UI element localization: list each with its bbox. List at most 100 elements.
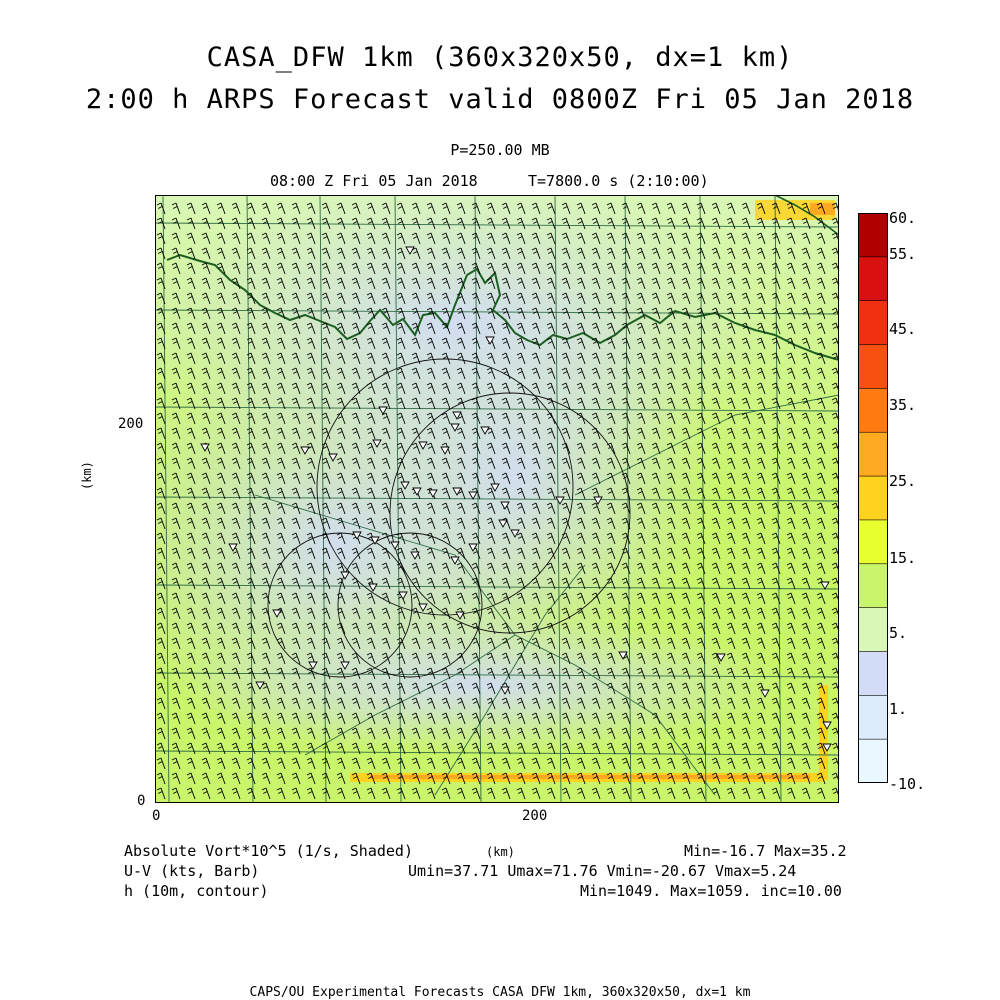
wind-barb-flag	[487, 386, 493, 389]
wind-barb-flag	[187, 236, 193, 239]
wind-barb-flag	[606, 352, 612, 356]
wind-barb-flag	[832, 371, 838, 374]
wind-barb	[340, 247, 346, 260]
wind-barb	[385, 367, 391, 380]
wind-barb	[235, 397, 241, 410]
wind-barb-flag	[651, 427, 657, 431]
wind-barb-flag	[172, 341, 178, 344]
wind-barb	[625, 202, 631, 215]
wind-barb	[730, 382, 736, 395]
wind-barb	[790, 337, 796, 350]
wind-barb-flag	[562, 431, 568, 434]
wind-barb	[370, 292, 376, 305]
wind-barb	[505, 427, 511, 440]
wind-barb	[310, 367, 316, 380]
wind-barb-flag	[441, 322, 447, 326]
wind-barb-flag	[636, 337, 642, 341]
wind-barb-flag	[171, 262, 177, 266]
wind-barb	[760, 367, 766, 380]
wind-barb-flag	[471, 307, 477, 311]
wind-barb-flag	[261, 202, 267, 206]
wind-barb-flag	[742, 386, 748, 389]
wind-barb-flag	[352, 281, 358, 284]
wind-barb-flag	[576, 322, 582, 326]
wind-barb-flag	[652, 281, 658, 284]
wind-barb-flag	[217, 461, 223, 464]
wind-barb-flag	[516, 232, 522, 236]
wind-barb	[190, 427, 196, 440]
wind-barb-flag	[486, 307, 492, 311]
wind-barb	[715, 292, 721, 305]
wind-barb	[445, 427, 451, 440]
wind-barb	[310, 232, 316, 245]
wind-barb	[370, 442, 376, 455]
wind-barb-flag	[427, 311, 433, 314]
wind-barb-flag	[801, 277, 807, 281]
wind-barb-flag	[471, 277, 477, 281]
wind-barb-flag	[307, 461, 313, 464]
wind-barb-flag	[622, 206, 628, 209]
wind-barb-flag	[741, 262, 747, 266]
wind-barb-flag	[682, 281, 688, 284]
wind-barb	[370, 262, 376, 275]
wind-barb-flag	[187, 296, 193, 299]
wind-barb	[385, 277, 391, 290]
wind-barb-flag	[442, 266, 448, 269]
wind-barb	[220, 217, 226, 230]
wind-barb-flag	[307, 266, 313, 269]
wind-barb-flag	[276, 262, 282, 266]
wind-barb-flag	[427, 326, 433, 329]
wind-barb-flag	[757, 356, 763, 359]
wind-barb-flag	[412, 461, 418, 464]
wind-barb-flag	[547, 236, 553, 239]
wind-barb	[520, 232, 526, 245]
wind-barb-flag	[292, 236, 298, 239]
wind-barb-flag	[352, 341, 358, 344]
wind-barb	[820, 292, 826, 305]
wind-barb-flag	[667, 446, 673, 449]
wind-barb-flag	[352, 206, 358, 209]
wind-barb	[535, 247, 541, 260]
wind-barb	[310, 202, 316, 215]
wind-barb-flag	[712, 236, 718, 239]
wind-barb-flag	[171, 217, 177, 221]
wind-barb	[505, 322, 511, 335]
wind-barb-flag	[306, 292, 312, 296]
wind-barb	[235, 202, 241, 215]
wind-barb-flag	[622, 326, 628, 329]
wind-barb-flag	[202, 431, 208, 434]
wind-barb-flag	[607, 356, 613, 359]
wind-barb-flag	[697, 221, 703, 224]
wind-barb-flag	[622, 221, 628, 224]
wind-barb-flag	[517, 251, 523, 254]
wind-barb-flag	[592, 386, 598, 389]
wind-barb-flag	[772, 341, 778, 344]
wind-barb	[640, 367, 646, 380]
wind-barb-flag	[412, 236, 418, 239]
wind-barb-flag	[607, 221, 613, 224]
wind-barb-flag	[411, 427, 417, 431]
wind-barb-flag	[321, 232, 327, 236]
county-line	[162, 195, 170, 803]
wind-barb	[595, 202, 601, 215]
wind-barb	[280, 307, 286, 320]
wind-barb-flag	[427, 221, 433, 224]
wind-barb	[235, 457, 241, 470]
wind-barb	[505, 352, 511, 365]
wind-barb	[730, 292, 736, 305]
wind-barb	[625, 352, 631, 365]
wind-barb-flag	[351, 397, 357, 401]
wind-barb-flag	[546, 427, 552, 431]
wind-barb	[715, 382, 721, 395]
wind-barb-flag	[682, 311, 688, 314]
wind-barb	[370, 352, 376, 365]
wind-barb-flag	[187, 431, 193, 434]
wind-barb-flag	[426, 292, 432, 296]
wind-barb	[490, 427, 496, 440]
wind-barb-flag	[486, 292, 492, 296]
wind-barb-flag	[411, 307, 417, 311]
wind-barb	[550, 427, 556, 440]
wind-barb-flag	[217, 296, 223, 299]
wind-barb-flag	[472, 401, 478, 404]
wind-barb-flag	[817, 341, 823, 344]
